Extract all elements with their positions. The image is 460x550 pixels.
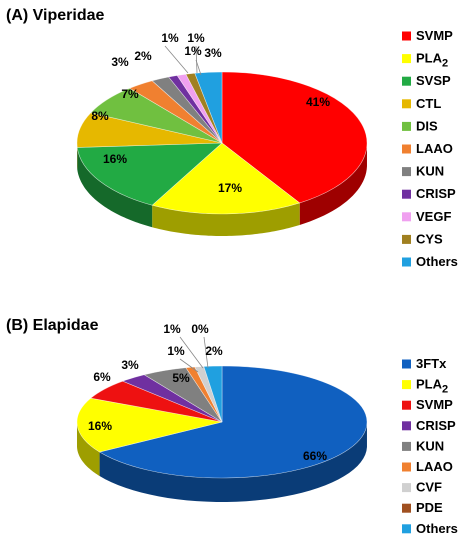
data-label-laao: 1% [167,344,185,358]
data-label-pla2: 17% [218,181,242,195]
legend-label-laao: LAAO [416,459,453,474]
legend-swatch-pde [402,503,411,513]
legend-label-svmp: SVMP [416,397,453,412]
legend: SVMP PLA2 SVSP CTL DIS LAAO KUN CRISP VEGF CYS Oth… [402,28,458,269]
data-label-3ftx: 66% [303,449,327,463]
legend-label-pla2: PLA2 [416,51,448,70]
data-label-crisp: 3% [121,358,139,372]
data-label-crisp: 1% [161,31,179,45]
legend-swatch-kun [402,167,411,177]
legend-swatch-cys [402,234,411,244]
legend-label-cvf: CVF [416,480,442,495]
leader-line-cvf [179,336,204,369]
data-label-svmp: 41% [306,95,330,109]
data-label-ctl: 8% [91,109,109,123]
legend-swatch-svmp [402,400,411,410]
legend-label-laao: LAAO [416,141,453,156]
legend-label-vegf: VEGF [416,209,451,224]
pie-top [76,365,368,479]
legend-swatch-svmp [402,31,411,41]
legend-swatch-others [402,524,411,534]
legend-label-3ftx: 3FTx [416,356,447,371]
legend-label-dis: DIS [416,118,438,133]
legend-swatch-laao [402,144,411,154]
data-label-svsp: 16% [103,152,127,166]
legend-label-cys: CYS [416,231,443,246]
data-label-svmp: 6% [93,370,111,384]
slice-3ftx [98,365,368,479]
legend-label-svsp: SVSP [416,73,451,88]
slice-pla2 [76,397,223,453]
slice-others [203,365,223,423]
data-label-laao: 3% [111,55,129,69]
leader-line-laao [179,358,199,373]
data-label-vegf: 1% [187,31,205,45]
legend-label-ctl: CTL [416,96,441,111]
legend-swatch-kun [402,441,411,451]
slice-pla2 [151,142,301,215]
data-label-pde: 0% [191,322,209,336]
data-label-cvf: 1% [163,322,181,336]
chart-title: (A) Viperidae [6,7,105,24]
legend-swatch-crisp [402,421,411,431]
slice-svsp [76,142,223,206]
legend-swatch-crisp [402,189,411,199]
data-label-pla2: 16% [88,419,112,433]
legend-swatch-laao [402,462,411,472]
legend-label-kun: KUN [416,164,444,179]
legend-label-pde: PDE [416,500,443,515]
data-label-cys: 1% [184,44,202,58]
legend-label-crisp: CRISP [416,418,456,433]
data-label-kun: 5% [172,371,190,385]
legend-swatch-others [402,257,411,267]
legend-label-kun: KUN [416,438,444,453]
slice-side-svsp [77,147,153,228]
leader-line-pde [203,336,209,369]
legend-label-pla2: PLA2 [416,377,448,396]
slice-side-pla2 [77,422,100,477]
legend-label-crisp: CRISP [416,186,456,201]
data-label-kun: 2% [134,49,152,63]
leader-line-vegf [195,45,198,74]
legend-swatch-cvf [402,483,411,493]
leader-line-cys [195,59,202,76]
legend-label-others: Others [416,521,458,536]
pie-top [76,71,368,215]
legend-label-svmp: SVMP [416,28,453,43]
legend-swatch-pla2 [402,54,411,64]
legend-swatch-vegf [402,212,411,222]
legend-label-others: Others [416,254,458,269]
slice-others [194,71,223,144]
legend-swatch-svsp [402,76,411,86]
data-label-others: 2% [205,344,223,358]
legend-swatch-dis [402,121,411,131]
chart-title: (B) Elapidae [6,317,99,334]
pie-chart-elapidae: (B) Elapidae 66% 16% 6% 3% 5% 1% 1% 0% 2% 3FTx PLA2… [6,317,458,536]
slice-side-3ftx [99,423,367,502]
legend-swatch-3ftx [402,359,411,369]
legend-swatch-pla2 [402,380,411,390]
data-label-dis: 7% [121,87,139,101]
pie-sides [77,422,367,502]
legend-swatch-ctl [402,99,411,109]
slice-svmp [221,71,368,204]
slice-side-svmp [299,144,367,225]
leader-line-crisp [164,45,189,74]
data-label-others: 3% [204,46,222,60]
